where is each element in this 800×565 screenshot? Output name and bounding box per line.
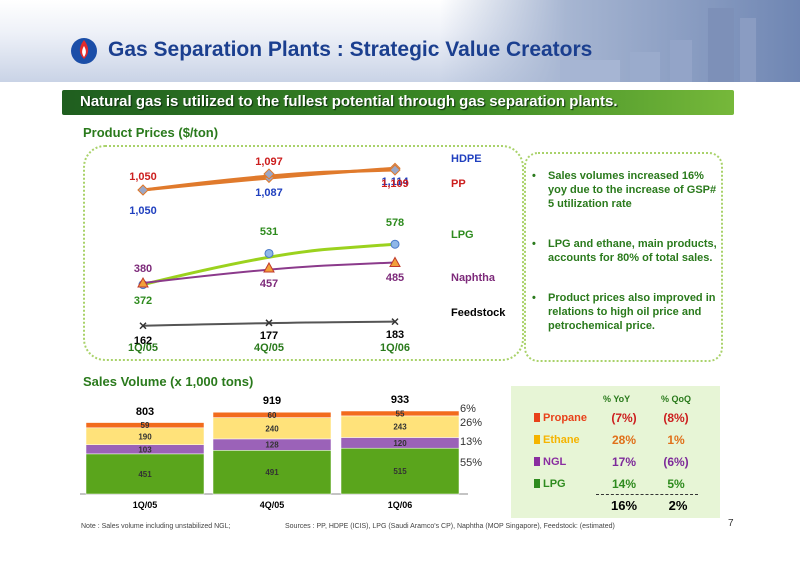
total-qoq-value: 2% <box>668 498 688 513</box>
city-skyline-image <box>440 0 800 82</box>
point-pp-1q-06 <box>389 164 401 176</box>
legend-swatch-icon <box>534 413 540 422</box>
bar-propane-1q-06 <box>340 410 460 417</box>
bar-value-label: 515 <box>393 467 407 476</box>
series-line-lpg <box>142 242 396 287</box>
product-name: NGL <box>543 456 567 468</box>
ptt-flame-logo <box>71 38 97 64</box>
point-feedstock-1q-06 <box>391 318 399 326</box>
bar-value-label: 451 <box>138 470 152 479</box>
legend-swatch-icon <box>534 435 540 444</box>
bar-propane-4q-05 <box>212 411 332 418</box>
bar-value-label: 240 <box>265 424 279 433</box>
product-label-ngl: NGL <box>534 456 566 468</box>
bar-value-label: 491 <box>265 468 279 477</box>
point-lpg-4q-05 <box>264 248 274 258</box>
product-name: Propane <box>543 412 588 424</box>
bar-value-label: 103 <box>138 445 152 454</box>
bullet-dot-icon: • <box>532 170 536 182</box>
headline-banner <box>62 90 734 115</box>
bar-value-label: 59 <box>141 421 150 430</box>
point-lpg-1q-06 <box>390 239 400 249</box>
bar-lpg-1q-06 <box>340 447 460 495</box>
bar-lpg-1q-05 <box>85 453 205 495</box>
point-pp-1q-05 <box>137 184 149 196</box>
sales-volume-heading: Sales Volume (x 1,000 tons) <box>83 374 254 389</box>
product-label-propane: Propane <box>534 412 587 424</box>
page-number: 7 <box>728 518 734 529</box>
bullet-dot-icon: • <box>532 292 536 304</box>
product-prices-heading: Product Prices ($/ton) <box>83 125 219 140</box>
growth-table <box>511 386 720 518</box>
page-title: Gas Separation Plants : Strategic Value … <box>108 38 593 61</box>
bullet-item: • Sales volumes increased 16% yoy due to … <box>532 170 717 210</box>
footnote-sources: Sources : PP, HDPE (ICIS), LPG (Saudi Ar… <box>285 523 615 530</box>
total-separator-line <box>596 494 698 495</box>
yoy-value: 17% <box>611 455 637 469</box>
bullet-dot-icon: • <box>532 238 536 250</box>
header-banner <box>0 0 800 82</box>
point-naphtha-4q-05 <box>263 261 275 273</box>
product-label-ethane: Ethane <box>534 434 580 446</box>
series-line-naphtha <box>142 261 396 285</box>
legend-swatch-icon <box>534 457 540 466</box>
point-pp-4q-05 <box>263 168 275 180</box>
price-chart-frame <box>83 145 524 361</box>
yoy-value: 28% <box>611 433 637 447</box>
point-naphtha-1q-06 <box>389 256 401 267</box>
bar-value-label: 55 <box>396 409 405 418</box>
yoy-value: 14% <box>611 477 637 491</box>
bullet-item: • LPG and ethane, main products, accounts… <box>532 238 717 264</box>
footnote-note: Note : Sales volume including unstabiliz… <box>81 523 231 530</box>
headline-text: Natural gas is utilized to the fullest p… <box>80 93 618 110</box>
point-feedstock-4q-05 <box>265 319 273 327</box>
bar-value-label: 60 <box>268 411 277 420</box>
point-feedstock-1q-05 <box>139 322 147 330</box>
qoq-value: 1% <box>667 433 685 447</box>
bar-value-label: 190 <box>138 432 152 441</box>
qoq-value: 5% <box>667 477 685 491</box>
qoq-value: (8%) <box>663 411 689 425</box>
yoy-value: (7%) <box>611 411 637 425</box>
column-header-qoq: % QoQ <box>661 394 692 404</box>
product-label-lpg: LPG <box>534 478 566 490</box>
bullet-item: • Product prices also improved in relatio… <box>532 292 716 332</box>
total-yoy-value: 16% <box>610 498 638 513</box>
column-header-yoy: % YoY <box>603 394 631 404</box>
product-name: Ethane <box>543 434 580 446</box>
product-name: LPG <box>543 478 566 490</box>
series-line-pp <box>142 168 396 192</box>
bar-value-label: 128 <box>265 441 279 450</box>
bar-propane-1q-05 <box>85 422 205 429</box>
series-line-feedstock <box>142 320 396 327</box>
bar-value-label: 243 <box>393 423 407 432</box>
legend-swatch-icon <box>534 479 540 488</box>
bar-value-label: 120 <box>393 439 407 448</box>
point-naphtha-1q-05 <box>137 277 149 288</box>
highlights-frame <box>524 152 723 362</box>
qoq-value: (6%) <box>663 455 689 469</box>
